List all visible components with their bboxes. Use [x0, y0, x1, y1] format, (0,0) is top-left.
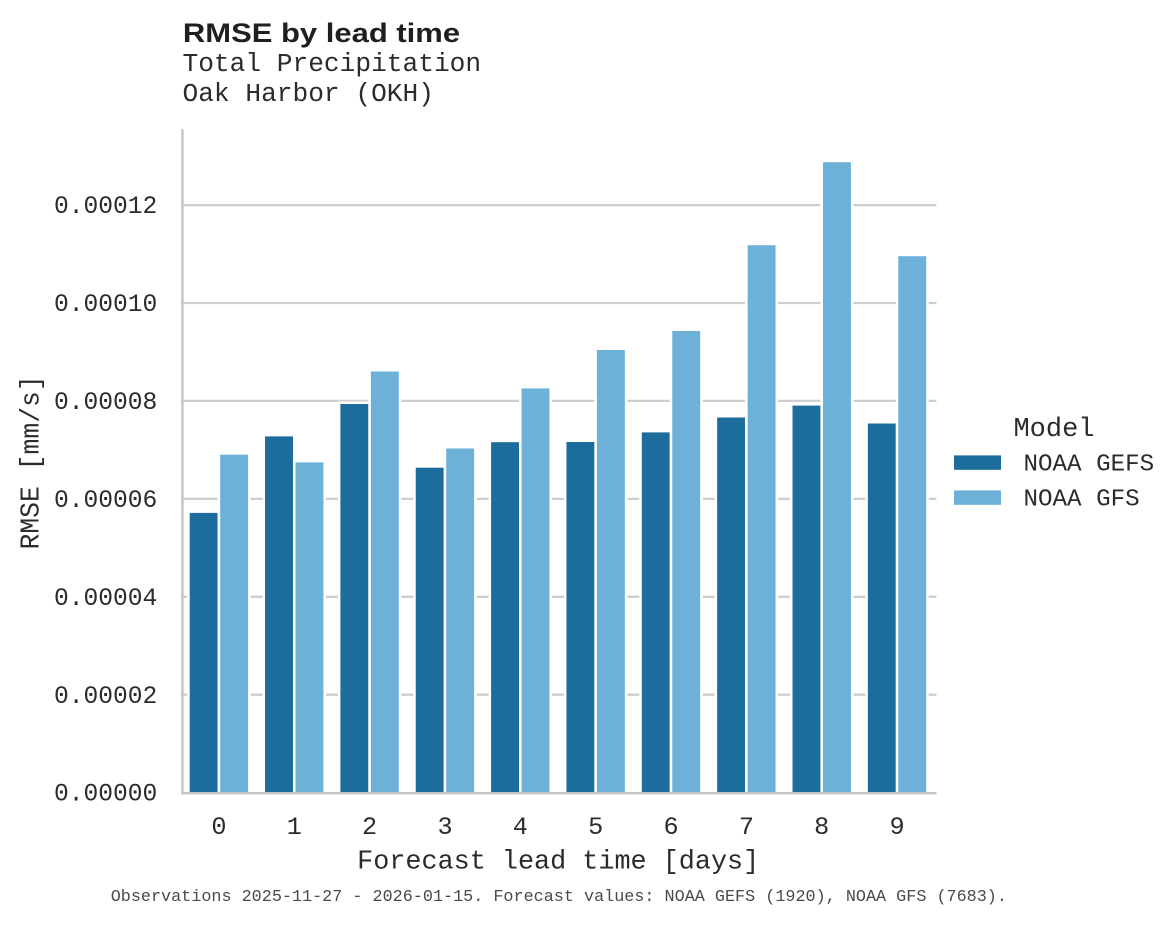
svg-text:9: 9 [890, 813, 905, 842]
svg-text:2: 2 [362, 813, 377, 842]
svg-text:Forecast lead time [days]: Forecast lead time [days] [357, 848, 759, 878]
svg-text:0.00004: 0.00004 [54, 586, 157, 613]
svg-text:0: 0 [211, 813, 226, 842]
svg-text:NOAA GEFS: NOAA GEFS [1024, 451, 1155, 478]
svg-text:RMSE [mm/s]: RMSE [mm/s] [16, 375, 46, 549]
svg-text:4: 4 [513, 813, 528, 842]
svg-text:0.00010: 0.00010 [54, 292, 157, 319]
svg-text:Total Precipitation: Total Precipitation [183, 49, 482, 79]
svg-text:RMSE by lead time: RMSE by lead time [183, 18, 460, 48]
svg-text:8: 8 [814, 813, 829, 842]
svg-text:1: 1 [287, 813, 302, 842]
svg-text:6: 6 [663, 813, 678, 842]
svg-text:Oak Harbor (OKH): Oak Harbor (OKH) [183, 79, 434, 109]
svg-text:0.00012: 0.00012 [54, 194, 157, 221]
svg-text:0.00002: 0.00002 [54, 684, 157, 711]
svg-text:0.00008: 0.00008 [54, 390, 157, 417]
svg-text:5: 5 [588, 813, 603, 842]
svg-text:3: 3 [437, 813, 452, 842]
svg-text:Observations 2025-11-27 - 2026: Observations 2025-11-27 - 2026-01-15. Fo… [111, 888, 1007, 907]
svg-text:NOAA GFS: NOAA GFS [1024, 486, 1140, 513]
svg-text:7: 7 [739, 813, 754, 842]
svg-text:0.00006: 0.00006 [54, 488, 157, 515]
svg-text:Model: Model [1013, 415, 1094, 445]
svg-text:0.00000: 0.00000 [54, 782, 157, 809]
